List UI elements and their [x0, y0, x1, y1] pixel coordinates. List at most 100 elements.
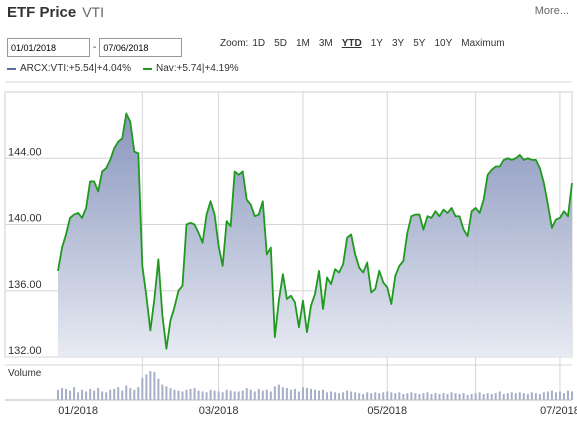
x-tick-label: 03/2018: [199, 405, 239, 417]
volume-bar: [173, 389, 176, 400]
volume-bar: [522, 393, 525, 400]
zoom-option-10y[interactable]: 10Y: [434, 38, 453, 49]
volume-bar: [378, 393, 381, 400]
volume-bar: [297, 391, 300, 400]
volume-bar: [169, 388, 172, 400]
volume-bar: [406, 393, 409, 400]
volume-bar: [318, 390, 321, 400]
volume-bar: [253, 391, 256, 400]
volume-bar: [526, 394, 529, 400]
volume-bar: [518, 392, 521, 400]
volume-bar: [442, 393, 445, 400]
volume-bar: [97, 388, 100, 400]
volume-bar: [402, 394, 405, 400]
zoom-option-1y[interactable]: 1Y: [370, 38, 383, 49]
zoom-option-1m[interactable]: 1M: [295, 38, 310, 49]
volume-bar: [257, 388, 260, 400]
volume-bar: [418, 394, 421, 400]
volume-bar: [550, 390, 553, 400]
volume-bar: [450, 392, 453, 400]
legend-item-arcx-vti[interactable]: ARCX:VTI:+5.54|+4.04%: [7, 63, 131, 74]
volume-bar: [426, 392, 429, 400]
volume-bar: [338, 393, 341, 400]
volume-bar: [482, 394, 485, 400]
volume-bar: [458, 394, 461, 400]
volume-bar: [446, 394, 449, 400]
volume-bar: [217, 391, 220, 400]
volume-bar: [358, 393, 361, 400]
volume-bar: [474, 393, 477, 400]
volume-bar: [157, 378, 160, 400]
volume-bar: [370, 393, 373, 400]
volume-bar: [121, 390, 124, 400]
volume-bar: [289, 389, 292, 400]
volume-bar: [213, 390, 216, 400]
volume-bar: [354, 392, 357, 400]
volume-bar: [205, 392, 208, 400]
volume-bar: [137, 387, 140, 400]
volume-bar: [382, 392, 385, 400]
volume-bar: [514, 393, 517, 400]
volume-bar: [498, 391, 501, 400]
volume-bar: [153, 371, 156, 400]
volume-bar: [571, 391, 573, 400]
volume-bar: [494, 393, 497, 400]
volume-bar: [566, 390, 569, 400]
zoom-option-5d[interactable]: 5D: [274, 38, 287, 49]
more-link[interactable]: More...: [534, 5, 569, 17]
legend-swatch: [7, 67, 16, 70]
volume-bar: [69, 390, 72, 400]
chart-header: ETF Price VTI: [7, 4, 104, 24]
volume-bar: [105, 392, 108, 400]
x-tick-label: 01/2018: [58, 405, 98, 417]
volume-bar: [322, 389, 325, 400]
volume-bar: [265, 389, 268, 400]
volume-bar: [466, 394, 469, 400]
volume-bar: [149, 371, 152, 400]
volume-bar: [434, 393, 437, 400]
volume-bar: [189, 388, 192, 400]
volume-bar: [334, 392, 337, 400]
volume-bar: [221, 392, 224, 400]
volume-bar: [430, 394, 433, 400]
volume-bar: [117, 387, 120, 400]
volume-bar: [309, 388, 312, 400]
volume-bar: [342, 392, 345, 400]
volume-bar: [77, 392, 80, 400]
volume-bar: [326, 392, 329, 400]
date-separator: -: [93, 42, 97, 53]
volume-bar: [394, 393, 397, 400]
volume-bar: [390, 392, 393, 400]
volume-bar: [125, 385, 128, 400]
volume-bar: [109, 389, 112, 400]
volume-bar: [510, 392, 513, 400]
zoom-option-1d[interactable]: 1D: [252, 38, 266, 49]
volume-bar: [470, 394, 473, 400]
legend-item-nav[interactable]: Nav:+5.74|+4.19%: [143, 63, 239, 74]
volume-bar: [366, 392, 369, 400]
volume-bar: [141, 377, 144, 400]
chart-legend: ARCX:VTI:+5.54|+4.04% Nav:+5.74|+4.19%: [7, 63, 251, 74]
start-date-input[interactable]: [7, 38, 90, 57]
volume-bar: [285, 388, 288, 400]
zoom-option-ytd[interactable]: YTD: [341, 38, 362, 49]
zoom-option-maximum[interactable]: Maximum: [461, 38, 505, 49]
volume-bar: [454, 393, 457, 400]
volume-bar: [330, 391, 333, 400]
zoom-option-3m[interactable]: 3M: [318, 38, 333, 49]
volume-bar: [398, 392, 401, 400]
volume-bar: [478, 392, 481, 400]
end-date-input[interactable]: [99, 38, 183, 57]
volume-bar: [201, 391, 204, 400]
x-tick-label: 07/2018: [540, 405, 577, 417]
zoom-option-3y[interactable]: 3Y: [391, 38, 405, 49]
zoom-label: Zoom:: [220, 38, 249, 49]
volume-bar: [346, 390, 349, 400]
volume-bar: [314, 389, 316, 400]
volume-bar: [225, 389, 228, 400]
volume-bar: [362, 394, 365, 400]
zoom-option-5y[interactable]: 5Y: [413, 38, 426, 49]
volume-bar: [301, 387, 304, 400]
volume-bar: [538, 394, 541, 400]
